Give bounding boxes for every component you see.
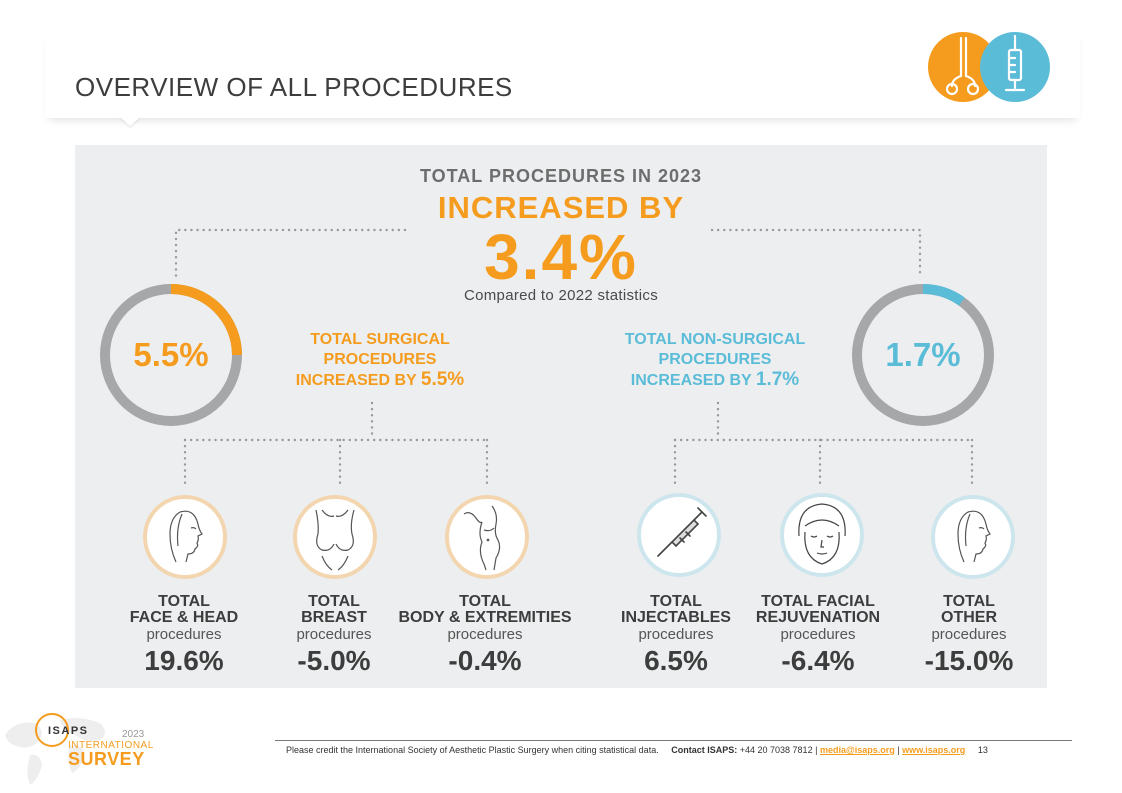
footer-contact-label: Contact ISAPS: <box>671 745 737 755</box>
non-surgical-group-label: TOTAL NON-SURGICAL PROCEDURES INCREASED … <box>605 330 825 391</box>
category-value: -0.4% <box>390 648 580 674</box>
non-surgical-label-line1: TOTAL NON-SURGICAL <box>625 331 805 348</box>
surgical-donut-value: 5.5% <box>96 336 246 374</box>
isaps-year: 2023 <box>122 729 144 740</box>
category-procedures: procedures <box>390 627 580 643</box>
face-profile-other-icon <box>930 494 1016 580</box>
footer-sep: | <box>897 745 899 755</box>
non-surgical-label-value: 1.7% <box>756 369 799 390</box>
footer-website-link[interactable]: www.isaps.org <box>902 745 965 755</box>
surgical-label-line2: PROCEDURES <box>324 351 437 368</box>
non-surgical-donut-value: 1.7% <box>848 336 998 374</box>
syringe-icon <box>636 492 722 578</box>
non-surgical-label-line2: PROCEDURES <box>659 351 772 368</box>
footer-credit: Please credit the International Society … <box>286 745 659 755</box>
body-icon <box>444 494 530 580</box>
surgical-label-value: 5.5% <box>421 369 464 390</box>
footer-phone: +44 20 7038 7812 | <box>740 745 818 755</box>
surgical-group-label: TOTAL SURGICAL PROCEDURES INCREASED BY 5… <box>270 330 490 391</box>
page-number: 13 <box>978 745 988 755</box>
footer-rule <box>275 740 1072 741</box>
category-line1: TOTAL <box>390 594 580 610</box>
category-other: TOTAL OTHER procedures -15.0% <box>874 594 1064 674</box>
face-front-icon <box>779 492 865 578</box>
isaps-survey: SURVEY <box>68 749 145 770</box>
category-line2: BODY & EXTREMITIES <box>390 610 580 626</box>
category-body-extremities: TOTAL BODY & EXTREMITIES procedures -0.4… <box>390 594 580 674</box>
face-profile-icon <box>142 494 228 580</box>
surgical-label-line3: INCREASED BY <box>296 372 417 389</box>
isaps-logo-name: ISAPS <box>48 725 89 737</box>
category-value: -15.0% <box>874 648 1064 674</box>
category-line1: TOTAL <box>874 594 1064 610</box>
footer-email-link[interactable]: media@isaps.org <box>820 745 895 755</box>
category-line2: OTHER <box>874 610 1064 626</box>
footer-text: Please credit the International Society … <box>286 745 988 755</box>
category-procedures: procedures <box>874 627 1064 643</box>
surgical-label-line1: TOTAL SURGICAL <box>310 331 450 348</box>
breast-icon <box>292 494 378 580</box>
non-surgical-label-line3: INCREASED BY <box>631 372 752 389</box>
